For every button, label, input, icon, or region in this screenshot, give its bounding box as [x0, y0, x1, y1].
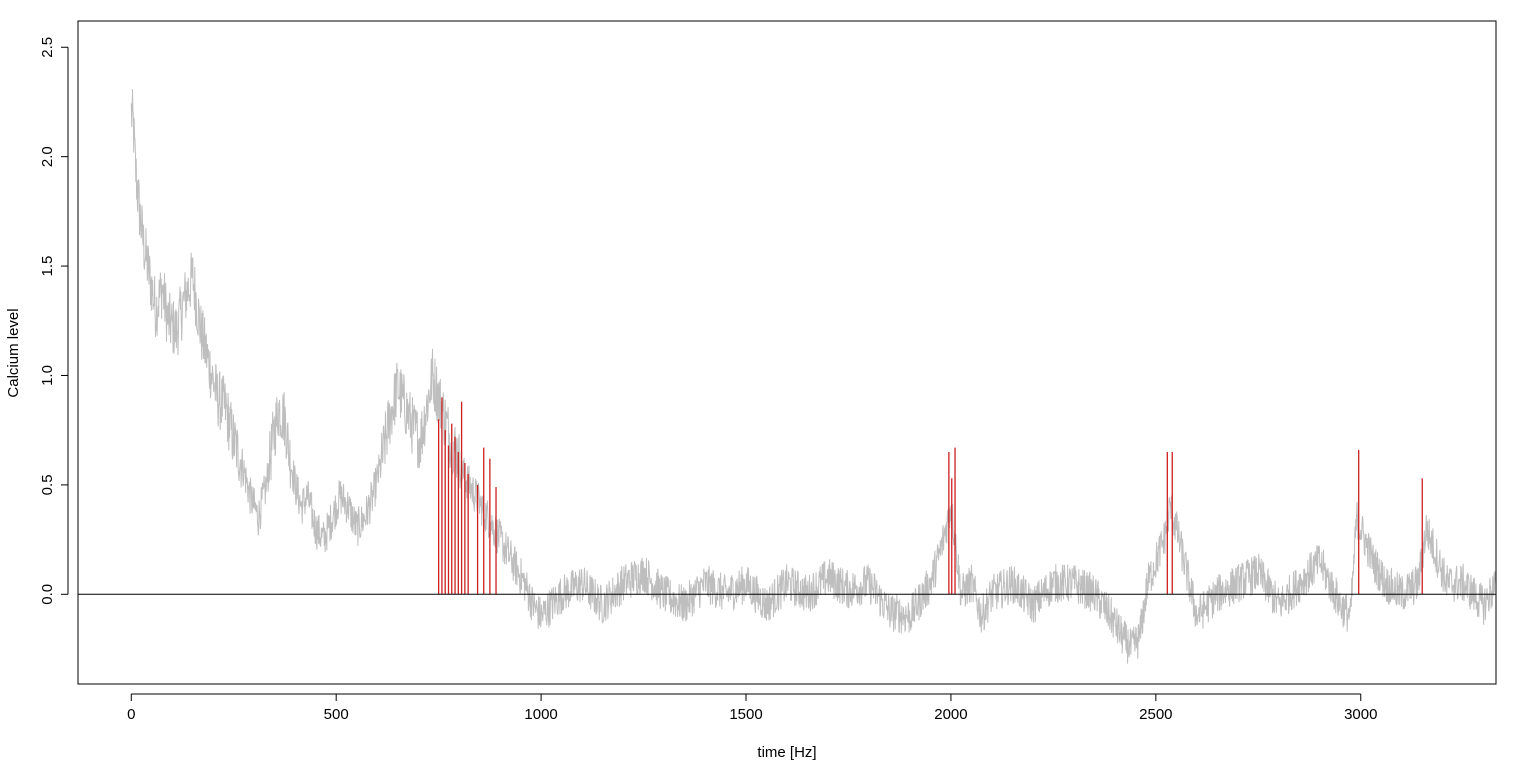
- x-tick-label: 500: [324, 706, 349, 723]
- y-tick-label: 0.0: [39, 584, 56, 605]
- y-axis-title: Calcium level: [5, 308, 22, 397]
- trace-line: [130, 89, 1497, 664]
- x-tick-label: 2500: [1139, 706, 1172, 723]
- y-tick-label: 1.0: [39, 365, 56, 386]
- calcium-trace: [130, 89, 1497, 664]
- x-tick-label: 1500: [729, 706, 762, 723]
- x-axis: 0 500 1000 1500 2000 2500 3000: [127, 693, 1377, 723]
- x-tick-label: 0: [127, 706, 135, 723]
- x-tick-label: 3000: [1344, 706, 1377, 723]
- y-tick-label: 2.5: [39, 37, 56, 58]
- y-tick-label: 1.5: [39, 256, 56, 277]
- y-tick-label: 0.5: [39, 474, 56, 495]
- x-tick-label: 1000: [524, 706, 557, 723]
- plot-frame: [77, 20, 1497, 685]
- x-tick-label: 2000: [934, 706, 967, 723]
- y-axis: 0.0 0.5 1.0 1.5 2.0 2.5: [39, 37, 69, 605]
- x-axis-title: time [Hz]: [757, 744, 816, 761]
- y-tick-label: 2.0: [39, 146, 56, 167]
- event-markers: [437, 397, 1423, 595]
